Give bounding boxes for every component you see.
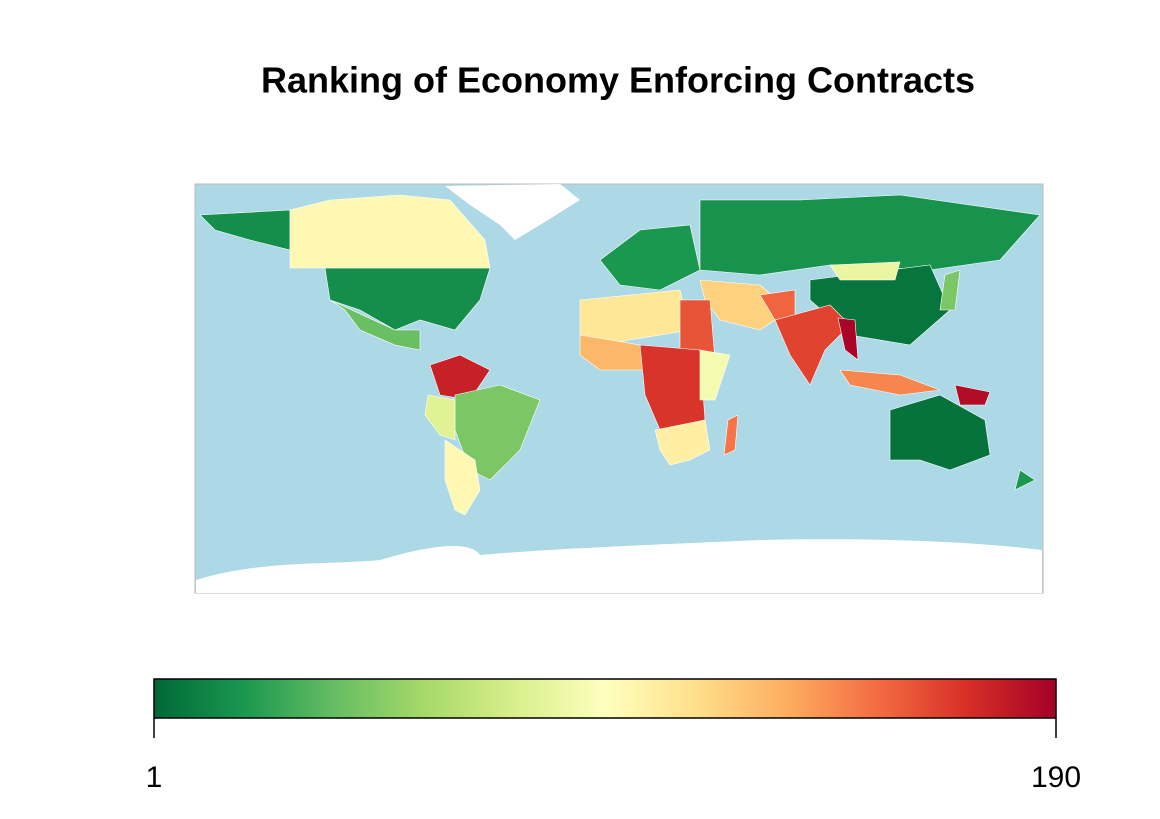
chart-title: Ranking of Economy Enforcing Contracts [261, 60, 975, 101]
region [889, 394, 991, 471]
region [774, 304, 851, 386]
region [454, 384, 541, 481]
region [1014, 469, 1036, 491]
region [424, 394, 456, 441]
no-data-land [196, 539, 1042, 593]
region [654, 419, 711, 466]
region [429, 354, 491, 401]
region [324, 267, 491, 331]
region [723, 414, 739, 456]
region [837, 317, 859, 361]
map [199, 194, 1041, 516]
region [699, 194, 1041, 276]
scale-label: 190 [1031, 761, 1081, 794]
region [289, 194, 491, 269]
region [329, 299, 421, 351]
region [199, 209, 291, 251]
region [699, 349, 731, 401]
region [579, 289, 691, 346]
region [829, 261, 901, 281]
region [444, 439, 481, 516]
region [839, 369, 941, 396]
region [954, 384, 991, 406]
no-data-land [445, 184, 580, 240]
scale-label: 1 [146, 761, 163, 794]
region [939, 269, 961, 311]
region [579, 334, 651, 371]
color-bar [153, 678, 1057, 719]
